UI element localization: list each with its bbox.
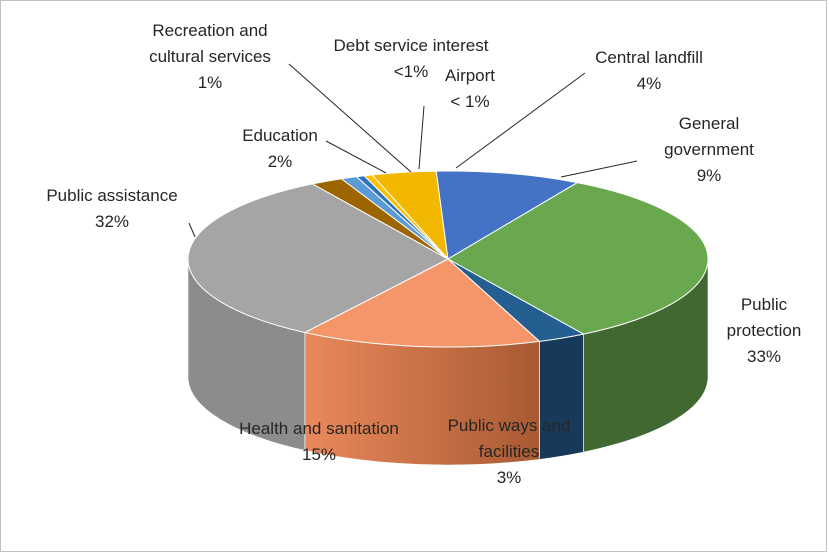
data-label-public-assistance: Public assistance 32% [46, 186, 177, 231]
pie-slice-public-assistance[interactable] [187, 183, 450, 333]
data-label-airport: Airport < 1% [445, 66, 495, 111]
data-label-general-government: General government 9% [664, 114, 754, 185]
data-label-public-protection: Public protection 33% [727, 295, 802, 366]
data-label-health-and-sanitation: Health and sanitation 15% [239, 419, 399, 464]
leader-line-debt-service-interest [418, 105, 425, 170]
pie-slice-general-government[interactable] [435, 170, 579, 260]
leader-line-central-landfill [455, 72, 586, 169]
leader-line-recreation-and-cultural-services [288, 63, 412, 173]
data-label-education: Education 2% [242, 126, 318, 171]
data-label-recreation-and-cultural-services: Recreation and cultural services 1% [149, 21, 271, 92]
leader-line-education [325, 140, 387, 174]
pie-side-public-ways-and-facilities [539, 333, 584, 460]
data-label-public-ways-and-facilities: Public ways and facilities 3% [448, 416, 571, 487]
pie-slice-public-protection[interactable] [446, 182, 709, 335]
leader-line-public-assistance [188, 222, 196, 238]
pie-slice-health-and-sanitation[interactable] [303, 258, 541, 348]
leader-line-general-government [560, 160, 638, 178]
pie-slice-airport[interactable] [363, 174, 449, 260]
data-label-debt-service-interest: Debt service interest <1% [334, 36, 489, 81]
data-label-central-landfill: Central landfill 4% [595, 48, 703, 93]
